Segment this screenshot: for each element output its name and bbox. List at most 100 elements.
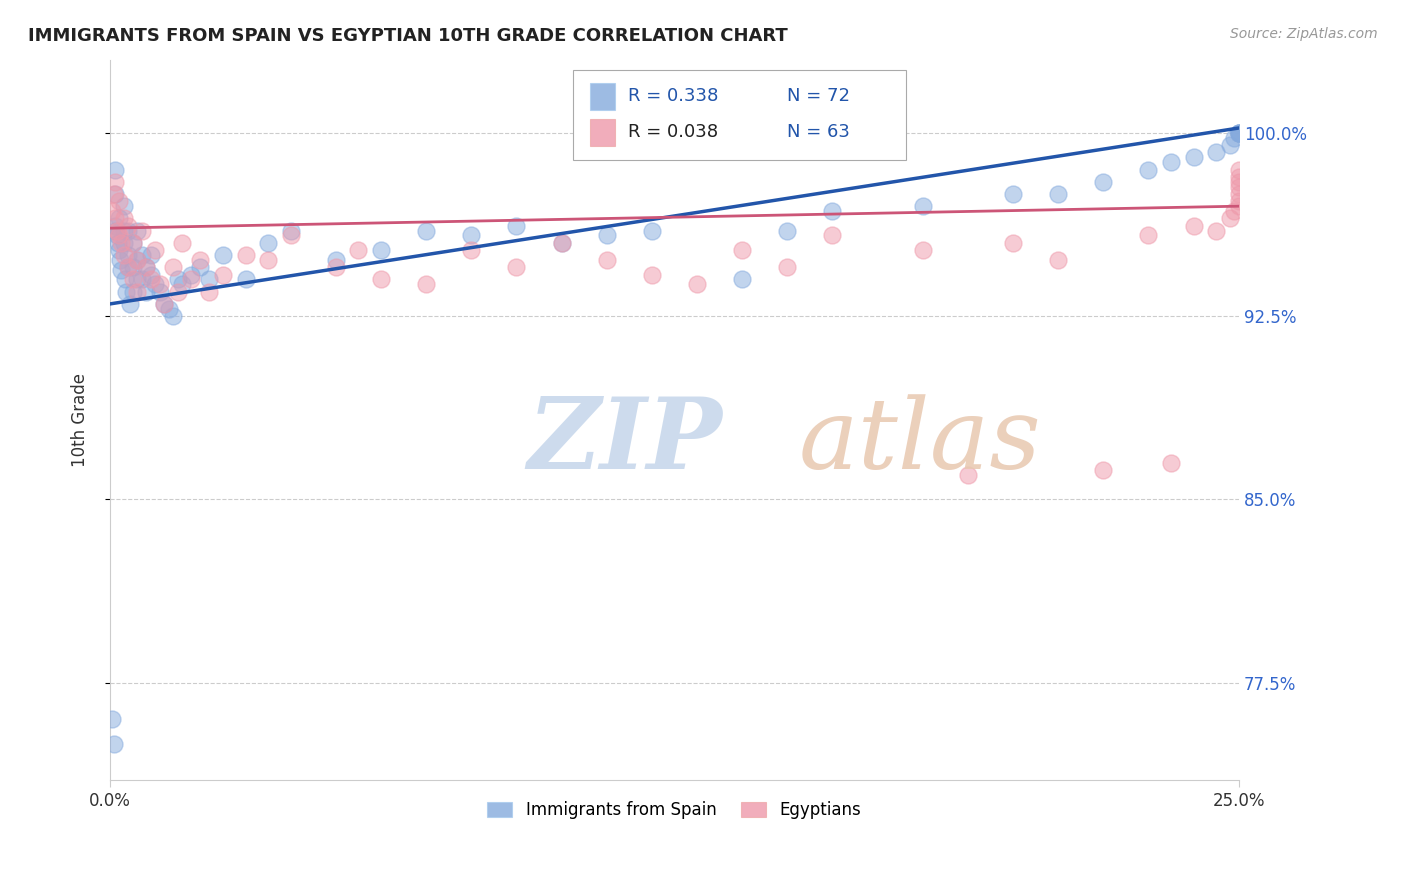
Legend: Immigrants from Spain, Egyptians: Immigrants from Spain, Egyptians: [481, 795, 868, 826]
Point: [108, 243, 131, 257]
Point: [103, 737, 125, 751]
Point: [235, 272, 257, 286]
Point: [1227, 175, 1250, 189]
Point: [157, 301, 180, 316]
Point: [105, 228, 128, 243]
Point: [776, 260, 799, 275]
Point: [108, 211, 131, 226]
Point: [143, 277, 166, 292]
Point: [112, 235, 135, 250]
Point: [1227, 162, 1250, 177]
Point: [1047, 186, 1070, 201]
Text: N = 72: N = 72: [787, 87, 851, 105]
Point: [1092, 463, 1115, 477]
Point: [280, 228, 302, 243]
Point: [1227, 186, 1250, 201]
Point: [139, 248, 162, 262]
Point: [139, 268, 162, 282]
Point: [198, 285, 221, 299]
Point: [108, 228, 131, 243]
Text: R = 0.338: R = 0.338: [628, 87, 718, 105]
Point: [1002, 235, 1025, 250]
Point: [105, 224, 128, 238]
Point: [180, 268, 202, 282]
Point: [415, 224, 437, 238]
Point: [1160, 155, 1182, 169]
Point: [1227, 169, 1250, 184]
Text: Source: ZipAtlas.com: Source: ZipAtlas.com: [1230, 27, 1378, 41]
Point: [162, 260, 184, 275]
Y-axis label: 10th Grade: 10th Grade: [72, 373, 89, 467]
Point: [162, 309, 184, 323]
Point: [731, 243, 754, 257]
Text: ZIP: ZIP: [527, 393, 723, 490]
Point: [911, 243, 934, 257]
Point: [121, 260, 143, 275]
Point: [180, 272, 202, 286]
Bar: [589, 119, 614, 146]
Point: [415, 277, 437, 292]
Point: [103, 186, 125, 201]
Point: [104, 219, 127, 233]
Point: [257, 252, 280, 267]
Bar: [589, 83, 614, 110]
Point: [112, 211, 135, 226]
Point: [1227, 126, 1250, 140]
Point: [110, 262, 132, 277]
Point: [1227, 199, 1250, 213]
Text: IMMIGRANTS FROM SPAIN VS EGYPTIAN 10TH GRADE CORRELATION CHART: IMMIGRANTS FROM SPAIN VS EGYPTIAN 10TH G…: [28, 27, 787, 45]
Point: [280, 224, 302, 238]
Point: [131, 248, 153, 262]
Point: [325, 260, 347, 275]
Point: [731, 272, 754, 286]
Point: [641, 268, 664, 282]
Point: [1047, 252, 1070, 267]
Point: [153, 297, 176, 311]
Point: [641, 224, 664, 238]
Point: [325, 252, 347, 267]
Point: [117, 224, 139, 238]
Point: [190, 260, 212, 275]
Point: [131, 224, 153, 238]
Point: [101, 204, 124, 219]
Point: [190, 252, 212, 267]
Point: [103, 224, 125, 238]
Point: [505, 260, 527, 275]
Point: [821, 228, 844, 243]
Point: [1092, 175, 1115, 189]
Point: [821, 204, 844, 219]
Point: [1219, 211, 1241, 226]
Point: [121, 235, 143, 250]
Point: [103, 186, 125, 201]
Point: [550, 235, 572, 250]
Point: [911, 199, 934, 213]
Point: [120, 297, 142, 311]
Point: [135, 260, 157, 275]
Point: [117, 219, 139, 233]
Point: [153, 297, 176, 311]
Point: [135, 285, 157, 299]
Point: [172, 277, 194, 292]
Point: [103, 211, 125, 226]
Point: [149, 285, 172, 299]
Point: [108, 194, 131, 209]
Point: [460, 243, 482, 257]
Point: [505, 219, 527, 233]
Point: [114, 272, 136, 286]
Point: [1223, 204, 1246, 219]
Point: [550, 235, 572, 250]
Point: [115, 285, 138, 299]
Point: [956, 467, 979, 482]
Point: [127, 252, 149, 267]
Point: [103, 175, 125, 189]
Point: [1223, 130, 1246, 145]
Point: [1205, 224, 1227, 238]
Point: [1227, 126, 1250, 140]
FancyBboxPatch shape: [572, 70, 905, 161]
Point: [212, 268, 235, 282]
Text: N = 63: N = 63: [787, 123, 851, 142]
Point: [149, 277, 172, 292]
Point: [139, 272, 162, 286]
Point: [121, 285, 143, 299]
Point: [1002, 186, 1025, 201]
